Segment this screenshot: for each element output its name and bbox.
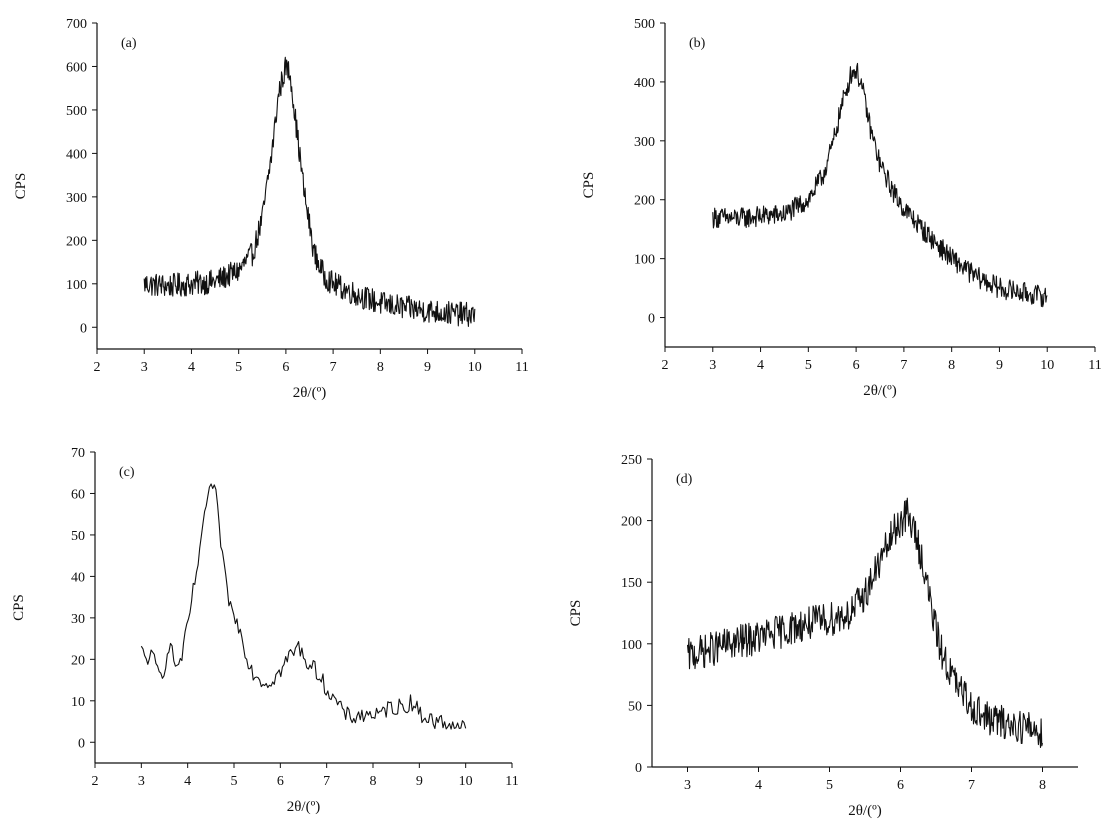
x-tick-label: 7 xyxy=(968,778,975,793)
series-line xyxy=(712,62,1048,308)
y-tick-label: 0 xyxy=(78,736,85,751)
y-tick-label: 50 xyxy=(71,529,85,544)
x-tick-label: 8 xyxy=(1039,778,1046,793)
x-tick-label: 10 xyxy=(1040,358,1054,373)
series-line xyxy=(143,56,476,327)
x-tick-label: 4 xyxy=(184,774,191,789)
panel-label: (c) xyxy=(119,465,135,480)
y-tick-label: 200 xyxy=(66,234,87,249)
x-tick-label: 7 xyxy=(330,360,337,375)
x-tick-label: 6 xyxy=(853,358,860,373)
y-tick-label: 10 xyxy=(71,695,85,710)
x-tick-label: 8 xyxy=(377,360,384,375)
y-tick-label: 600 xyxy=(66,60,87,75)
x-tick-label: 3 xyxy=(138,774,145,789)
x-tick-label: 5 xyxy=(235,360,242,375)
y-tick-label: 100 xyxy=(634,253,655,268)
y-tick-label: 100 xyxy=(66,278,87,293)
y-tick-label: 400 xyxy=(66,147,87,162)
x-axis-label: 2θ/(º) xyxy=(863,383,897,399)
x-tick-label: 2 xyxy=(662,358,669,373)
x-tick-label: 9 xyxy=(996,358,1003,373)
y-tick-label: 500 xyxy=(66,104,87,119)
x-tick-label: 11 xyxy=(515,360,528,375)
y-tick-label: 200 xyxy=(634,194,655,209)
x-tick-label: 8 xyxy=(370,774,377,789)
x-tick-label: 6 xyxy=(282,360,289,375)
x-tick-label: 3 xyxy=(709,358,716,373)
y-axis-label: CPS xyxy=(11,594,27,621)
x-tick-label: 9 xyxy=(424,360,431,375)
y-tick-label: 200 xyxy=(621,515,642,530)
y-tick-label: 60 xyxy=(71,487,85,502)
x-tick-label: 3 xyxy=(684,778,691,793)
x-tick-label: 5 xyxy=(805,358,812,373)
y-tick-label: 0 xyxy=(635,761,642,776)
y-tick-label: 50 xyxy=(628,699,642,714)
y-tick-label: 500 xyxy=(634,17,655,32)
x-tick-label: 3 xyxy=(141,360,148,375)
panel-label: (d) xyxy=(676,472,693,487)
x-tick-label: 5 xyxy=(231,774,238,789)
x-tick-label: 6 xyxy=(277,774,284,789)
y-axis-label: CPS xyxy=(13,173,29,200)
y-tick-label: 30 xyxy=(71,612,85,627)
x-tick-label: 9 xyxy=(416,774,423,789)
panel-label: (b) xyxy=(689,36,706,51)
y-tick-label: 70 xyxy=(71,446,85,461)
x-tick-label: 7 xyxy=(900,358,907,373)
x-axis-label: 2θ/(º) xyxy=(287,799,321,815)
y-tick-label: 700 xyxy=(66,17,87,32)
panel-a: 2 3 4 5 6 7 8 9 10 11 0 100 200 300 400 500 600 700 2θ/(º)… xyxy=(13,17,529,401)
x-tick-label: 7 xyxy=(323,774,330,789)
x-tick-label: 10 xyxy=(468,360,482,375)
x-tick-label: 11 xyxy=(1088,358,1101,373)
y-tick-label: 400 xyxy=(634,76,655,91)
panel-d: 3 4 5 6 7 8 0 50 100 150 200 250 2θ/(º) CPS (d) xyxy=(568,453,1078,819)
y-tick-label: 250 xyxy=(621,453,642,468)
y-tick-label: 0 xyxy=(648,312,655,327)
y-tick-label: 100 xyxy=(621,638,642,653)
x-tick-label: 2 xyxy=(92,774,99,789)
y-tick-label: 20 xyxy=(71,653,85,668)
y-axis-label: CPS xyxy=(581,172,597,199)
y-tick-label: 300 xyxy=(66,191,87,206)
x-tick-label: 2 xyxy=(94,360,101,375)
series-line xyxy=(140,483,467,730)
series-line xyxy=(686,497,1044,749)
x-tick-label: 4 xyxy=(755,778,762,793)
x-tick-label: 4 xyxy=(188,360,195,375)
panel-c: 2 3 4 5 6 7 8 9 10 11 0 10 20 30 40 50 60 70 2θ/(º) CPS (c) xyxy=(11,446,519,815)
x-tick-label: 10 xyxy=(459,774,473,789)
y-tick-label: 150 xyxy=(621,576,642,591)
x-tick-label: 11 xyxy=(505,774,518,789)
panel-b: 2 3 4 5 6 7 8 9 10 11 0 100 200 300 400 500 2θ/(º) CPS (b) xyxy=(581,17,1102,399)
y-tick-label: 0 xyxy=(80,321,87,336)
x-tick-label: 5 xyxy=(826,778,833,793)
y-tick-label: 300 xyxy=(634,135,655,150)
panel-label: (a) xyxy=(121,36,137,51)
y-tick-label: 40 xyxy=(71,570,85,585)
x-axis-label: 2θ/(º) xyxy=(848,803,882,819)
x-tick-label: 6 xyxy=(897,778,904,793)
x-tick-label: 4 xyxy=(757,358,764,373)
x-tick-label: 8 xyxy=(948,358,955,373)
y-axis-label: CPS xyxy=(568,600,584,627)
x-axis-label: 2θ/(º) xyxy=(293,385,327,401)
